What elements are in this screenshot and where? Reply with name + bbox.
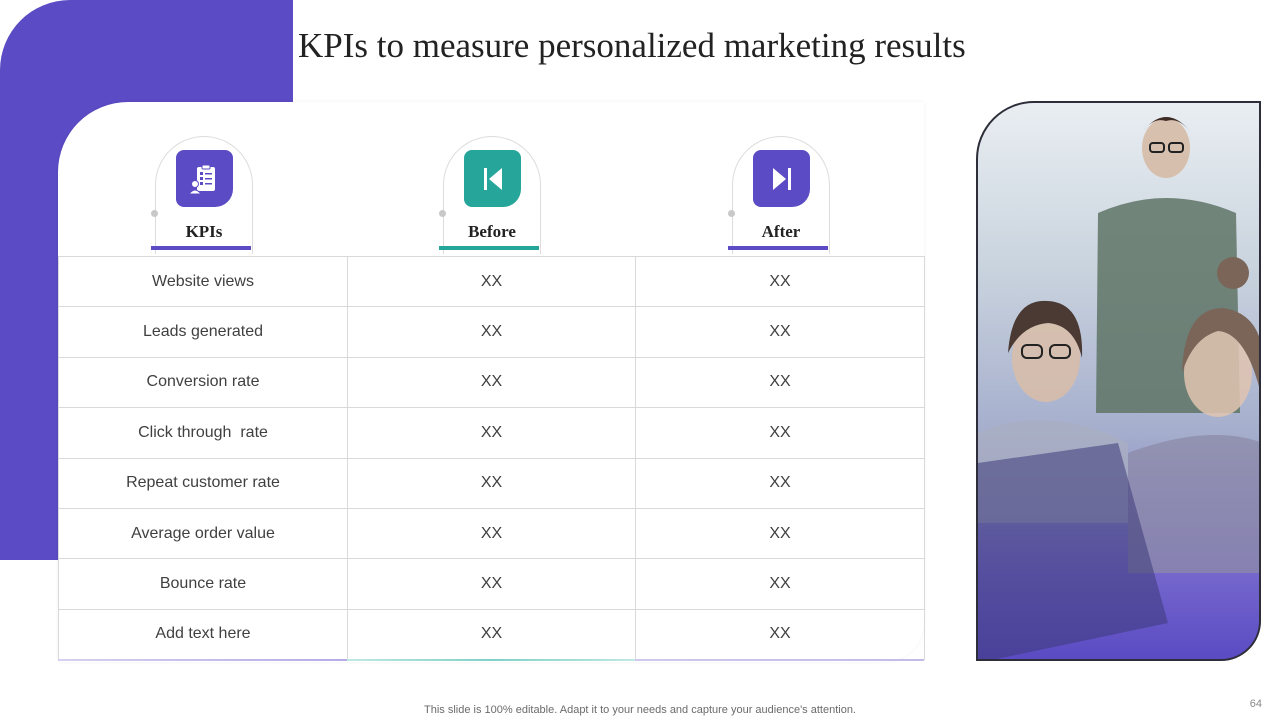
after-cell: XX: [635, 255, 925, 308]
arch-dot: [439, 210, 446, 217]
before-cell: XX: [347, 356, 636, 409]
table-row: Bounce rate XX XX: [58, 558, 925, 610]
before-cell: XX: [347, 255, 636, 308]
before-cell: XX: [347, 407, 636, 459]
after-cell: XX: [635, 558, 925, 610]
kpi-cell: Click through rate: [58, 407, 348, 459]
table-row: Conversion rate XX XX: [58, 356, 925, 409]
table-row: Click through rate XX XX: [58, 407, 925, 459]
header-underline: [439, 246, 539, 250]
header-arch: [443, 136, 541, 254]
slide-title: KPIs to measure personalized marketing r…: [298, 26, 966, 65]
kpi-cell: Leads generated: [58, 306, 348, 358]
table-bottom-accent: [347, 659, 635, 661]
after-cell: XX: [635, 356, 925, 409]
team-photo-illustration: [978, 117, 1259, 659]
before-cell: XX: [347, 306, 636, 358]
footer-note: This slide is 100% editable. Adapt it to…: [424, 704, 856, 716]
kpi-cell: Conversion rate: [58, 356, 348, 409]
before-cell: XX: [347, 507, 636, 560]
after-cell: XX: [635, 407, 925, 459]
kpi-cell: Website views: [58, 255, 348, 308]
table-row: Repeat customer rate XX XX: [58, 457, 925, 509]
table-bottom-accent: [635, 659, 924, 661]
before-cell: XX: [347, 608, 636, 661]
team-photo: [976, 101, 1261, 661]
kpi-cell: Add text here: [58, 608, 348, 661]
column-header-kpis: KPIs: [151, 136, 253, 254]
column-header-after: After: [728, 136, 830, 254]
after-cell: XX: [635, 306, 925, 358]
page-number: 64: [1249, 698, 1262, 710]
column-label-kpis: KPIs: [185, 222, 223, 241]
table-row: Add text here XX XX: [58, 608, 925, 661]
after-cell: XX: [635, 507, 925, 560]
after-cell: XX: [635, 457, 925, 509]
arch-dot: [728, 210, 735, 217]
skip-back-icon: [464, 150, 521, 207]
table-row: Website views XX XX: [58, 255, 925, 308]
kpi-table: Website views XX XX Leads generated XX X…: [58, 255, 925, 661]
header-underline: [728, 246, 828, 250]
skip-forward-icon: [753, 150, 810, 207]
arch-dot: [151, 210, 158, 217]
clipboard-person-icon: [176, 150, 233, 207]
table-bottom-accent: [58, 659, 347, 661]
header-arch: [155, 136, 253, 254]
header-underline: [151, 246, 251, 250]
kpi-cell: Bounce rate: [58, 558, 348, 610]
before-cell: XX: [347, 457, 636, 509]
kpi-cell: Average order value: [58, 507, 348, 560]
kpi-cell: Repeat customer rate: [58, 457, 348, 509]
header-arch: [732, 136, 830, 254]
table-row: Leads generated XX XX: [58, 306, 925, 358]
before-cell: XX: [347, 558, 636, 610]
table-row: Average order value XX XX: [58, 507, 925, 560]
column-label-before: Before: [468, 222, 516, 241]
column-label-after: After: [761, 222, 801, 241]
after-cell: XX: [635, 608, 925, 661]
column-header-before: Before: [439, 136, 541, 254]
